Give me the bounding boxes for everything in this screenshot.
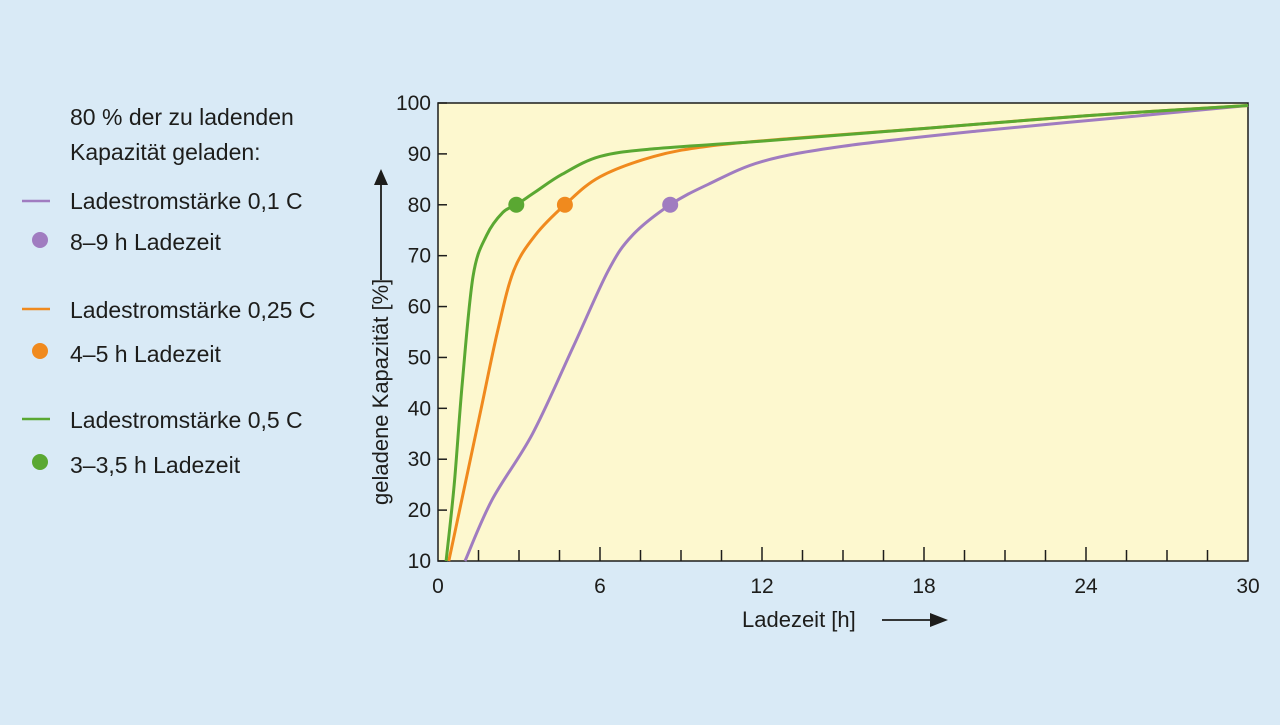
x-tick-label-12: 12 xyxy=(750,575,773,598)
y-tick-label-60: 60 xyxy=(408,296,431,319)
legend-marker-0-5c xyxy=(32,454,48,470)
legend-label-0-5c: Ladestromstärke 0,5 C xyxy=(70,407,303,433)
y-tick-label-20: 20 xyxy=(408,499,431,522)
x-axis: 0 6 12 18 24 30 xyxy=(432,547,1260,598)
y-tick-label-90: 90 xyxy=(408,143,431,166)
x-tick-label-6: 6 xyxy=(594,575,606,598)
x-tick-label-0: 0 xyxy=(432,575,444,598)
y-tick-label-30: 30 xyxy=(408,448,431,471)
x-axis-title: Ladezeit [h] xyxy=(742,607,856,632)
y-tick-label-100: 100 xyxy=(396,92,431,115)
y-axis-title: geladene Kapazität [%] xyxy=(368,279,393,505)
legend-marker-label-0-25c: 4–5 h Ladezeit xyxy=(70,341,222,367)
x-tick-label-30: 30 xyxy=(1236,575,1259,598)
series-group xyxy=(444,104,1249,562)
legend-marker-0-1c xyxy=(32,232,48,248)
legend-label-0-25c: Ladestromstärke 0,25 C xyxy=(70,297,315,323)
series-line-0 xyxy=(463,104,1249,562)
y-tick-label-70: 70 xyxy=(408,245,431,268)
legend-heading-line-2: Kapazität geladen: xyxy=(70,139,261,165)
x-axis-arrow-head xyxy=(930,613,948,627)
plot-area xyxy=(437,102,1249,562)
y-tick-label-50: 50 xyxy=(408,346,431,369)
y-tick-label-10: 10 xyxy=(408,550,431,573)
series-marker-0 xyxy=(662,196,679,213)
series-line-2 xyxy=(444,104,1249,562)
y-axis: 10 20 30 40 50 60 70 80 90 100 xyxy=(396,92,447,573)
series-marker-2 xyxy=(508,196,525,213)
legend-marker-label-0-5c: 3–3,5 h Ladezeit xyxy=(70,452,241,478)
y-tick-label-80: 80 xyxy=(408,194,431,217)
legend-heading-line-1: 80 % der zu ladenden xyxy=(70,104,294,130)
legend-label-0-1c: Ladestromstärke 0,1 C xyxy=(70,188,303,214)
series-marker-1 xyxy=(556,196,573,213)
y-axis-title-group: geladene Kapazität [%] xyxy=(368,169,393,505)
y-tick-label-40: 40 xyxy=(408,397,431,420)
x-tick-label-18: 18 xyxy=(912,575,935,598)
x-tick-label-24: 24 xyxy=(1074,575,1098,598)
legend-marker-label-0-1c: 8–9 h Ladezeit xyxy=(70,229,222,255)
y-axis-arrow-head xyxy=(374,169,388,185)
legend-marker-0-25c xyxy=(32,343,48,359)
